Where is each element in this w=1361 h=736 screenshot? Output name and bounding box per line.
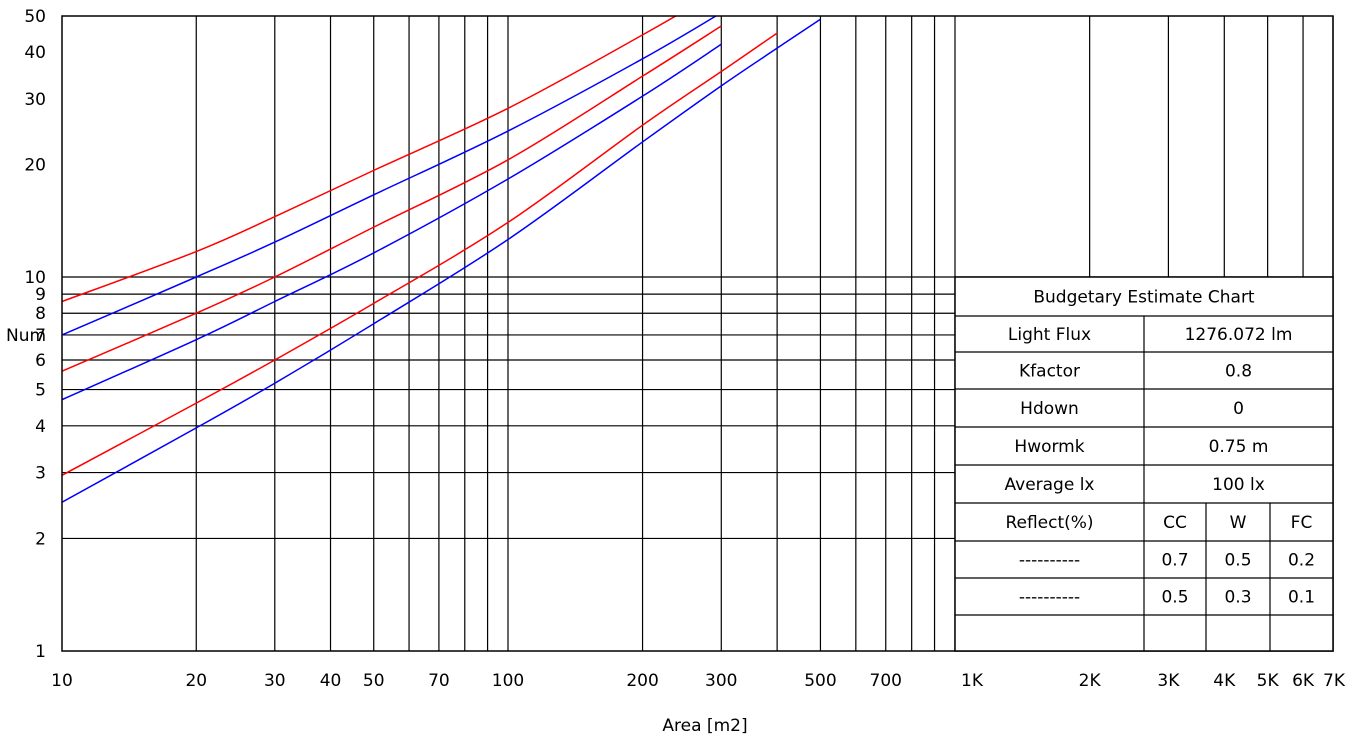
x-tick-label: 200 bbox=[626, 671, 658, 691]
x-tick-label: 5K bbox=[1257, 671, 1280, 691]
series-line-1 bbox=[62, 16, 678, 303]
y-tick-label: 4 bbox=[35, 417, 46, 437]
y-tick-label: 9 bbox=[35, 285, 46, 305]
table-param-value: 0 bbox=[1233, 399, 1244, 419]
grid bbox=[62, 16, 1334, 651]
legend-dash-sample: ---------- bbox=[1019, 551, 1080, 571]
x-tick-label: 500 bbox=[804, 671, 836, 691]
y-tick-label: 50 bbox=[24, 7, 46, 27]
x-tick-label: 6K bbox=[1292, 671, 1315, 691]
legend-dash-sample: ---------- bbox=[1019, 588, 1080, 608]
x-tick-label: 50 bbox=[363, 671, 385, 691]
x-tick-label: 3K bbox=[1157, 671, 1180, 691]
x-tick-label: 2K bbox=[1079, 671, 1102, 691]
x-axis-label: Area [m2] bbox=[662, 716, 747, 736]
y-tick-label: 7 bbox=[35, 326, 46, 346]
legend-w-value: 0.5 bbox=[1224, 551, 1251, 571]
y-tick-label: 40 bbox=[24, 43, 46, 63]
x-tick-label: 70 bbox=[428, 671, 450, 691]
parameter-table: Budgetary Estimate Chart Light Flux 1276.0… bbox=[954, 276, 1334, 652]
legend-fc-value: 0.2 bbox=[1288, 551, 1315, 571]
legend-cc-value: 0.7 bbox=[1161, 551, 1188, 571]
y-tick-label: 10 bbox=[24, 268, 46, 288]
y-tick-label: 6 bbox=[35, 351, 46, 371]
y-tick-label: 8 bbox=[35, 304, 46, 324]
series-line-6 bbox=[62, 18, 821, 503]
table-param-label: Hdown bbox=[1020, 399, 1079, 419]
series-line-2 bbox=[62, 16, 718, 336]
y-tick-label: 20 bbox=[24, 156, 46, 176]
y-tick-label: 2 bbox=[35, 529, 46, 549]
table-title: Budgetary Estimate Chart bbox=[1033, 288, 1255, 308]
reflect-header-fc: FC bbox=[1291, 513, 1313, 533]
reflect-header-label: Reflect(%) bbox=[1005, 513, 1093, 533]
table-param-label: Kfactor bbox=[1019, 362, 1080, 382]
reflect-header-cc: CC bbox=[1163, 513, 1187, 533]
x-tick-label: 20 bbox=[185, 671, 207, 691]
x-tick-label: 1K bbox=[961, 671, 984, 691]
y-tick-label: 1 bbox=[35, 642, 46, 662]
series-line-3 bbox=[62, 25, 722, 372]
table-param-label: Hwormk bbox=[1014, 437, 1084, 457]
y-tick-label: 5 bbox=[35, 381, 46, 401]
y-tick-label: 3 bbox=[35, 464, 46, 484]
legend-w-value: 0.3 bbox=[1224, 588, 1251, 608]
x-tick-label: 10 bbox=[51, 671, 73, 691]
table-param-value: 0.8 bbox=[1225, 362, 1252, 382]
x-tick-label: 100 bbox=[492, 671, 524, 691]
table-param-label: Light Flux bbox=[1008, 325, 1091, 345]
table-param-value: 1276.072 lm bbox=[1185, 325, 1293, 345]
table-param-label: Average lx bbox=[1005, 475, 1095, 495]
table-param-value: 0.75 m bbox=[1209, 437, 1269, 457]
x-tick-label: 7K bbox=[1323, 671, 1346, 691]
series-line-5 bbox=[62, 32, 778, 476]
x-tick-label: 700 bbox=[870, 671, 902, 691]
tick-labels: 10 20 30 40 50 70 100 200 300 500 700 1K 2K 3K 4K 5K 6K 7… bbox=[24, 7, 1345, 691]
legend-fc-value: 0.1 bbox=[1288, 588, 1315, 608]
x-tick-label: 300 bbox=[705, 671, 737, 691]
x-tick-label: 30 bbox=[264, 671, 286, 691]
plot-lines bbox=[62, 16, 821, 503]
reflect-header-w: W bbox=[1230, 513, 1247, 533]
legend-cc-value: 0.5 bbox=[1161, 588, 1188, 608]
table-param-value: 100 lx bbox=[1212, 475, 1265, 495]
y-axis-label: Num bbox=[6, 326, 46, 346]
y-tick-label: 30 bbox=[24, 90, 46, 110]
series-line-4 bbox=[62, 43, 722, 401]
x-tick-label: 40 bbox=[320, 671, 342, 691]
x-tick-label: 4K bbox=[1213, 671, 1236, 691]
